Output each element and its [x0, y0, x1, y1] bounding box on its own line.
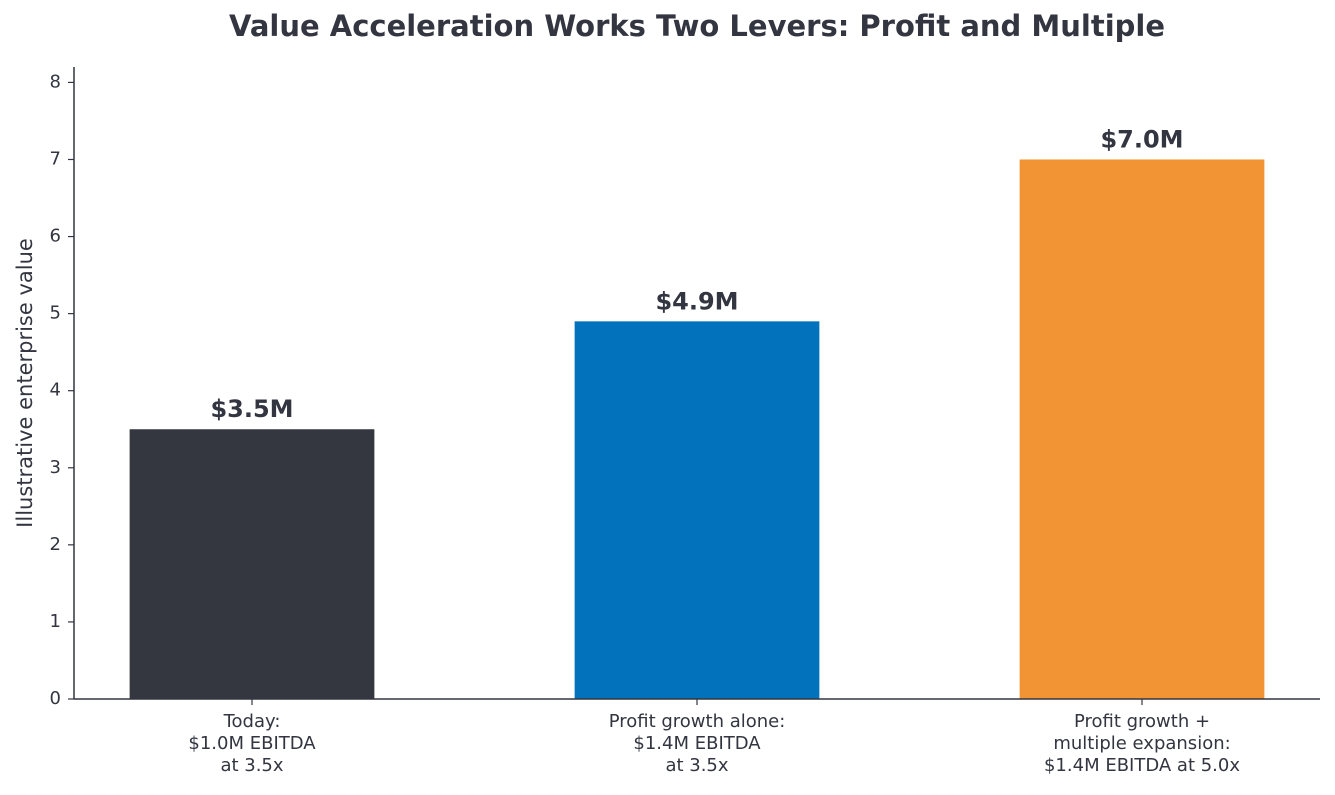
y-tick-label: 4: [50, 380, 61, 401]
y-tick-label: 8: [50, 71, 61, 92]
chart-title: Value Acceleration Works Two Levers: Pro…: [229, 9, 1165, 43]
x-tick-label: Today: $1.0M EBITDA at 3.5x: [188, 711, 316, 776]
value-label: $3.5M: [210, 395, 293, 423]
bar: [1019, 159, 1265, 700]
y-tick-label: 0: [50, 688, 61, 709]
y-tick-label: 1: [50, 611, 61, 632]
bar: [574, 321, 820, 699]
value-label: $7.0M: [1100, 125, 1183, 153]
y-tick-label: 2: [50, 534, 61, 555]
y-axis-label: Illustrative enterprise value: [13, 238, 37, 528]
y-tick-label: 6: [50, 226, 61, 247]
y-tick-label: 3: [50, 457, 61, 478]
bar: [129, 429, 375, 699]
y-tick-label: 7: [50, 148, 61, 169]
value-label: $4.9M: [655, 287, 738, 315]
x-tick-label: Profit growth alone: $1.4M EBITDA at 3.5…: [608, 711, 786, 776]
x-tick-label: Profit growth + multiple expansion: $1.4…: [1043, 711, 1241, 776]
y-tick-label: 5: [50, 303, 61, 324]
